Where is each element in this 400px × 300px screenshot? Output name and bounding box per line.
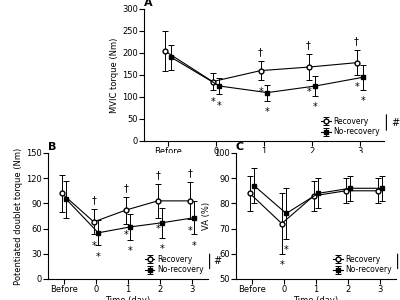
Text: *: * — [160, 244, 165, 254]
Legend: Recovery, No-recovery: Recovery, No-recovery — [144, 254, 204, 275]
Y-axis label: MVIC torque (Nm): MVIC torque (Nm) — [110, 37, 119, 113]
Y-axis label: VA (%): VA (%) — [202, 202, 211, 230]
Text: †: † — [91, 196, 96, 206]
Text: †: † — [258, 47, 263, 57]
Text: †: † — [155, 170, 160, 180]
Legend: Recovery, No-recovery: Recovery, No-recovery — [332, 254, 392, 275]
Text: *: * — [306, 87, 311, 97]
X-axis label: Time (day): Time (day) — [242, 158, 286, 166]
Text: C: C — [236, 142, 244, 152]
Text: *: * — [279, 260, 284, 270]
Text: †: † — [187, 169, 192, 178]
Text: *: * — [91, 241, 96, 251]
X-axis label: Time (day): Time (day) — [106, 296, 150, 300]
Text: #: # — [391, 118, 399, 128]
X-axis label: Time (day): Time (day) — [294, 296, 338, 300]
Text: †: † — [306, 40, 311, 50]
Text: *: * — [187, 226, 192, 236]
Legend: Recovery, No-recovery: Recovery, No-recovery — [320, 116, 380, 137]
Text: *: * — [155, 224, 160, 234]
Text: *: * — [361, 96, 366, 106]
Text: *: * — [354, 82, 359, 92]
Text: *: * — [123, 230, 128, 240]
Text: *: * — [192, 241, 197, 251]
Text: B: B — [48, 142, 56, 152]
Text: *: * — [258, 87, 263, 97]
Text: #: # — [213, 256, 221, 266]
Text: †: † — [123, 183, 128, 193]
Text: *: * — [96, 252, 101, 262]
Text: A: A — [144, 0, 153, 8]
Text: †: † — [354, 36, 359, 46]
Text: *: * — [284, 245, 289, 255]
Text: *: * — [210, 97, 215, 107]
Text: *: * — [217, 100, 222, 110]
Text: *: * — [313, 102, 318, 112]
Text: *: * — [265, 107, 270, 117]
Text: *: * — [128, 246, 133, 256]
Y-axis label: Potentiated doublet torque (Nm): Potentiated doublet torque (Nm) — [14, 147, 23, 285]
